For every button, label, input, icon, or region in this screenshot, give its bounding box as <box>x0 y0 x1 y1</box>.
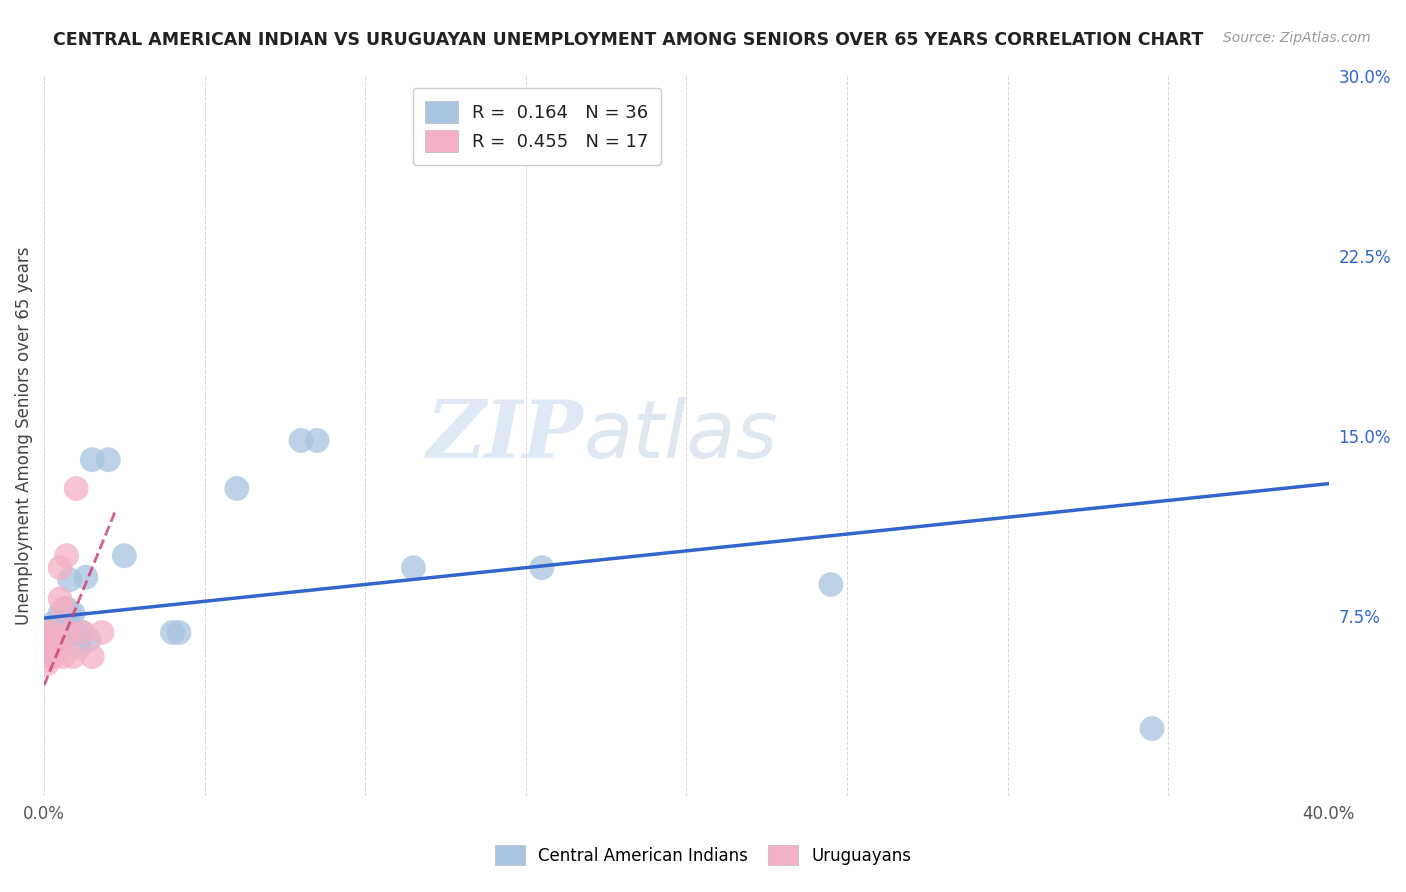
Point <box>82 649 104 664</box>
Text: ZIP: ZIP <box>427 397 583 475</box>
Point <box>42 625 65 640</box>
Point <box>55 601 77 615</box>
Point <box>55 611 77 625</box>
Legend: R =  0.164   N = 36, R =  0.455   N = 17: R = 0.164 N = 36, R = 0.455 N = 17 <box>413 88 661 165</box>
Legend: Central American Indians, Uruguayans: Central American Indians, Uruguayans <box>486 837 920 873</box>
Point <box>75 570 97 584</box>
Point <box>167 625 190 640</box>
Point <box>49 621 72 635</box>
Point <box>77 632 100 647</box>
Point <box>49 615 72 630</box>
Point <box>225 482 247 496</box>
Point <box>49 607 72 621</box>
Point <box>55 549 77 563</box>
Point <box>37 632 59 647</box>
Point <box>49 591 72 606</box>
Point <box>59 621 82 635</box>
Point <box>42 615 65 630</box>
Point <box>49 560 72 574</box>
Point <box>37 625 59 640</box>
Point <box>65 482 87 496</box>
Point <box>65 625 87 640</box>
Point <box>62 625 84 640</box>
Point <box>90 625 112 640</box>
Point <box>39 649 62 664</box>
Point <box>52 649 75 664</box>
Point <box>1140 722 1163 736</box>
Point <box>46 640 69 654</box>
Point <box>97 452 120 467</box>
Point <box>162 625 184 640</box>
Point <box>290 434 312 448</box>
Text: CENTRAL AMERICAN INDIAN VS URUGUAYAN UNEMPLOYMENT AMONG SENIORS OVER 65 YEARS CO: CENTRAL AMERICAN INDIAN VS URUGUAYAN UNE… <box>53 31 1204 49</box>
Point <box>59 625 82 640</box>
Point <box>307 434 329 448</box>
Point <box>52 625 75 640</box>
Point <box>62 607 84 621</box>
Point <box>52 615 75 630</box>
Point <box>42 649 65 664</box>
Point <box>37 625 59 640</box>
Text: atlas: atlas <box>583 397 779 475</box>
Point <box>112 549 135 563</box>
Point <box>62 649 84 664</box>
Point <box>59 607 82 621</box>
Point <box>46 625 69 640</box>
Point <box>72 625 94 640</box>
Point <box>530 560 553 574</box>
Y-axis label: Unemployment Among Seniors over 65 years: Unemployment Among Seniors over 65 years <box>15 246 32 625</box>
Text: Source: ZipAtlas.com: Source: ZipAtlas.com <box>1223 31 1371 45</box>
Point <box>46 632 69 647</box>
Point <box>52 601 75 615</box>
Point <box>402 560 425 574</box>
Point <box>59 573 82 587</box>
Point <box>82 452 104 467</box>
Point <box>820 577 842 591</box>
Point <box>72 625 94 640</box>
Point <box>37 645 59 659</box>
Point <box>67 640 90 654</box>
Point <box>37 657 59 671</box>
Point <box>39 649 62 664</box>
